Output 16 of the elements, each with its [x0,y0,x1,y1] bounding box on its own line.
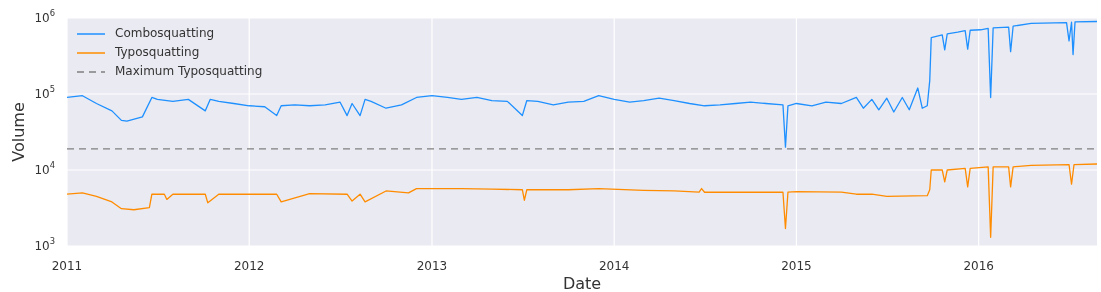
y-tick-label: 10$^{6}$ [34,8,55,25]
x-tick-label: 2016 [963,259,994,273]
x-axis-title: Date [562,273,602,292]
y-tick-label: 10$^{5}$ [34,84,55,101]
y-axis-title: Volume [8,102,28,162]
x-tick-label: 2011 [51,259,83,273]
x-tick-label: 2013 [416,259,448,273]
x-tick-label: 2015 [781,259,812,273]
legend-label: Combosquatting [115,25,215,42]
x-tick-label: 2014 [598,259,630,273]
x-tick-label: 2012 [233,259,265,273]
y-tick-label: 10$^{4}$ [34,160,55,177]
legend-label: Maximum Typosquatting [115,63,263,80]
line-series [67,163,1097,238]
y-tick-label: 10$^{3}$ [34,236,55,253]
legend-label: Typosquatting [115,44,200,61]
